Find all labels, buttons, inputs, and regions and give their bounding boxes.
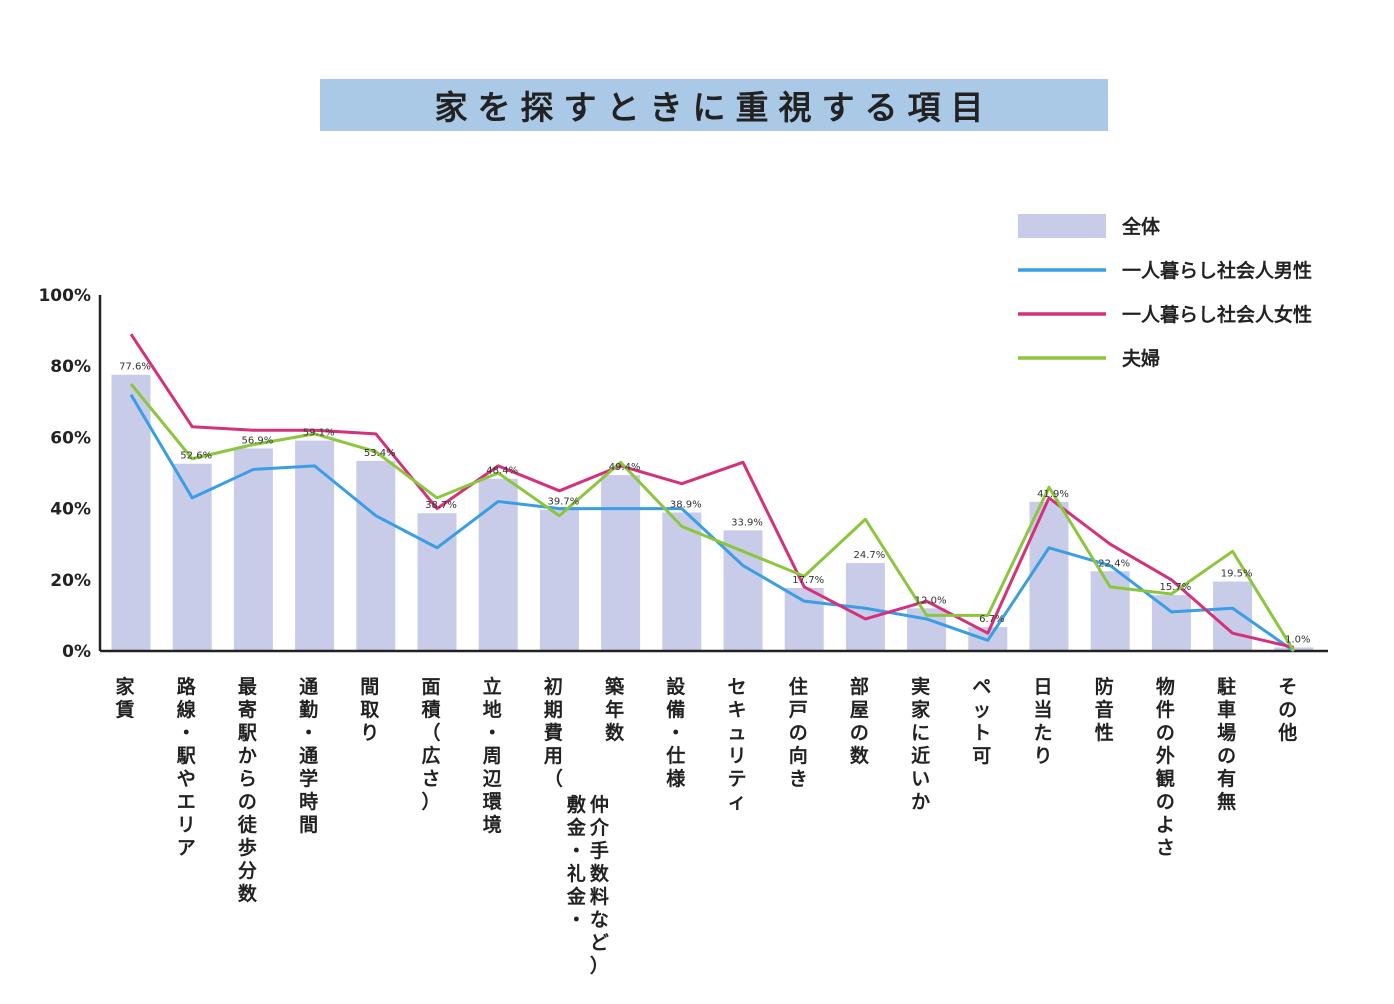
bar-0 xyxy=(111,374,151,651)
x-category-label: 立地・周辺環境 xyxy=(483,675,503,836)
bar-8 xyxy=(601,475,641,651)
y-tick-label: 60% xyxy=(50,428,91,448)
bar-3 xyxy=(295,440,335,651)
bar-16 xyxy=(1090,571,1130,651)
x-category-label: 住戸の向き xyxy=(789,675,808,790)
legend-label: 一人暮らし社会人男性 xyxy=(1122,259,1312,282)
data-label: 38.9% xyxy=(670,500,702,511)
x-category-label: 駐車場の有無 xyxy=(1217,675,1236,813)
x-category-label: 物件の外観のよさ xyxy=(1156,675,1175,859)
bar-7 xyxy=(539,509,579,651)
x-category-label: 最寄駅からの徒歩分数 xyxy=(237,676,258,905)
data-label: 17.7% xyxy=(792,575,824,586)
x-category-label: 実家に近いか xyxy=(911,675,931,813)
y-tick-label: 80% xyxy=(50,357,91,377)
y-tick-label: 100% xyxy=(38,286,91,306)
data-label: 19.5% xyxy=(1221,569,1253,580)
x-category-label: 間取り xyxy=(360,676,379,744)
series-line-0 xyxy=(129,393,1295,653)
data-label: 24.7% xyxy=(854,550,886,561)
data-label: 59.1% xyxy=(303,428,335,439)
y-tick-label: 20% xyxy=(50,571,91,591)
x-category-label: 築年数 xyxy=(604,675,625,744)
x-category-label: 路線・駅やエリア xyxy=(176,675,197,859)
bar-10 xyxy=(723,530,763,651)
data-label: 12.0% xyxy=(915,595,947,606)
x-category-label: セキュリティ xyxy=(727,676,746,813)
data-label: 53.4% xyxy=(364,448,396,459)
data-label: 15.7% xyxy=(1160,582,1192,593)
y-tick-label: 0% xyxy=(62,642,91,662)
x-category-label: 面積（広さ） xyxy=(421,676,440,813)
bar-4 xyxy=(356,460,396,651)
series-line-2 xyxy=(129,383,1296,652)
legend-label: 夫婦 xyxy=(1122,347,1160,370)
x-category-label: ペット可 xyxy=(972,676,991,767)
legend-swatch-bar xyxy=(1018,214,1106,238)
bar-15 xyxy=(1029,501,1069,651)
x-category-label: 家賃 xyxy=(114,675,135,721)
data-label: 39.7% xyxy=(548,497,580,508)
bar-17 xyxy=(1151,595,1191,651)
legend-label: 一人暮らし社会人女性 xyxy=(1122,303,1312,326)
bar-1 xyxy=(172,463,212,651)
chart-title-box: 家を探すときに重視する項目 xyxy=(320,79,1108,131)
data-label: 48.4% xyxy=(486,466,518,477)
x-category-label: 日当たり xyxy=(1033,676,1052,767)
data-label: 49.4% xyxy=(609,462,641,473)
data-label: 77.6% xyxy=(119,362,151,373)
data-label: 33.9% xyxy=(731,517,763,528)
x-category-label: 通勤・通学時間 xyxy=(299,676,319,836)
x-category-label: 設備・仕様 xyxy=(665,675,686,790)
chart-title: 家を探すときに重視する項目 xyxy=(434,88,994,127)
data-label: 52.6% xyxy=(180,451,212,462)
bar-9 xyxy=(662,512,702,651)
bar-11 xyxy=(784,587,824,651)
data-label: 56.9% xyxy=(242,435,274,446)
x-category-label: 初期費用（ xyxy=(544,675,563,790)
data-label: 1.0% xyxy=(1285,634,1310,645)
data-label: 22.4% xyxy=(1098,558,1130,569)
bar-6 xyxy=(478,478,518,651)
x-category-label: 仲介手数料など） xyxy=(589,793,610,977)
bar-5 xyxy=(417,513,457,651)
series-line-1 xyxy=(129,333,1295,649)
bar-2 xyxy=(233,448,273,651)
x-category-label: 部屋の数 xyxy=(850,675,870,767)
legend-label: 全体 xyxy=(1121,215,1161,238)
x-category-label: その他 xyxy=(1277,676,1297,744)
data-label: 41.9% xyxy=(1037,489,1069,500)
data-label: 38.7% xyxy=(425,500,457,511)
x-category-label: 防音性 xyxy=(1095,675,1114,744)
y-tick-label: 40% xyxy=(50,500,91,520)
x-category-label: 敷金・礼金・ xyxy=(566,793,587,931)
data-label: 6.7% xyxy=(979,614,1004,625)
